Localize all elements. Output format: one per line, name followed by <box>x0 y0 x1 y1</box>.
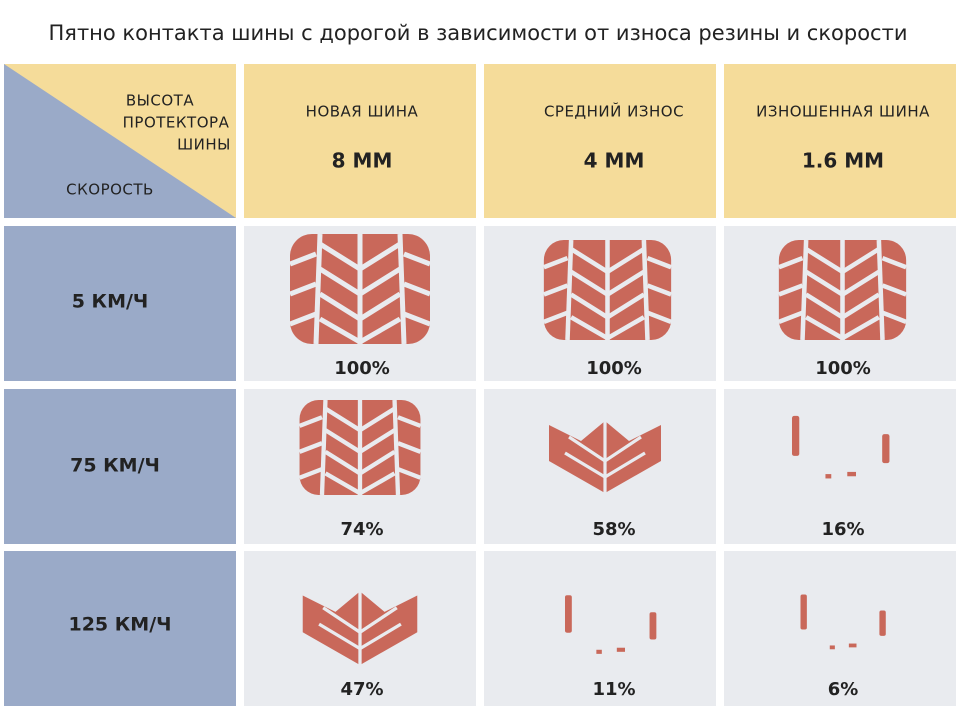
row-header <box>4 389 236 544</box>
row: 75 КМ/Ч 74% 58% 16% <box>4 389 956 544</box>
row-speed: 75 КМ/Ч <box>70 455 160 477</box>
title: Пятно контакта шины с дорогой в зависимо… <box>49 21 908 45</box>
column-header <box>484 64 716 218</box>
row-speed: 5 КМ/Ч <box>72 291 149 313</box>
corner-tread: ВЫСОТА <box>126 92 194 110</box>
tread-patch <box>300 400 421 495</box>
corner-tread: ШИНЫ <box>177 136 231 154</box>
row-header <box>4 551 236 706</box>
cell-percent: 16% <box>821 519 864 540</box>
column-depth: 4 ММ <box>584 149 645 173</box>
cell-percent: 100% <box>815 358 871 379</box>
column-label: ИЗНОШЕННАЯ ШИНА <box>756 103 930 121</box>
corner-triangle <box>4 64 236 218</box>
column-header <box>724 64 956 218</box>
tread-patch <box>779 240 906 340</box>
column-depth: 8 ММ <box>332 149 393 173</box>
cell-percent: 47% <box>340 679 383 700</box>
column-header <box>244 64 476 218</box>
column-label: НОВАЯ ШИНА <box>306 103 419 121</box>
cell-percent: 100% <box>334 358 390 379</box>
row: 5 КМ/Ч 100% 100% 100% <box>4 226 956 381</box>
corner-tread: ПРОТЕКТОРА <box>123 114 230 132</box>
column-depth: 1.6 ММ <box>802 149 884 173</box>
cell-percent: 100% <box>586 358 642 379</box>
tread-patch <box>544 240 671 340</box>
row-speed: 125 КМ/Ч <box>68 614 171 636</box>
tread-patch <box>290 234 430 344</box>
cell <box>484 551 716 706</box>
cell-percent: 6% <box>828 679 859 700</box>
cell-percent: 11% <box>592 679 635 700</box>
cell <box>724 389 956 544</box>
cell-percent: 58% <box>592 519 635 540</box>
cell <box>724 551 956 706</box>
column-label: СРЕДНИЙ ИЗНОС <box>544 102 684 121</box>
corner-speed: СКОРОСТЬ <box>66 181 154 199</box>
cell-percent: 74% <box>340 519 383 540</box>
row: 125 КМ/Ч 47% 11% 6% <box>4 551 956 706</box>
row-header <box>4 226 236 381</box>
